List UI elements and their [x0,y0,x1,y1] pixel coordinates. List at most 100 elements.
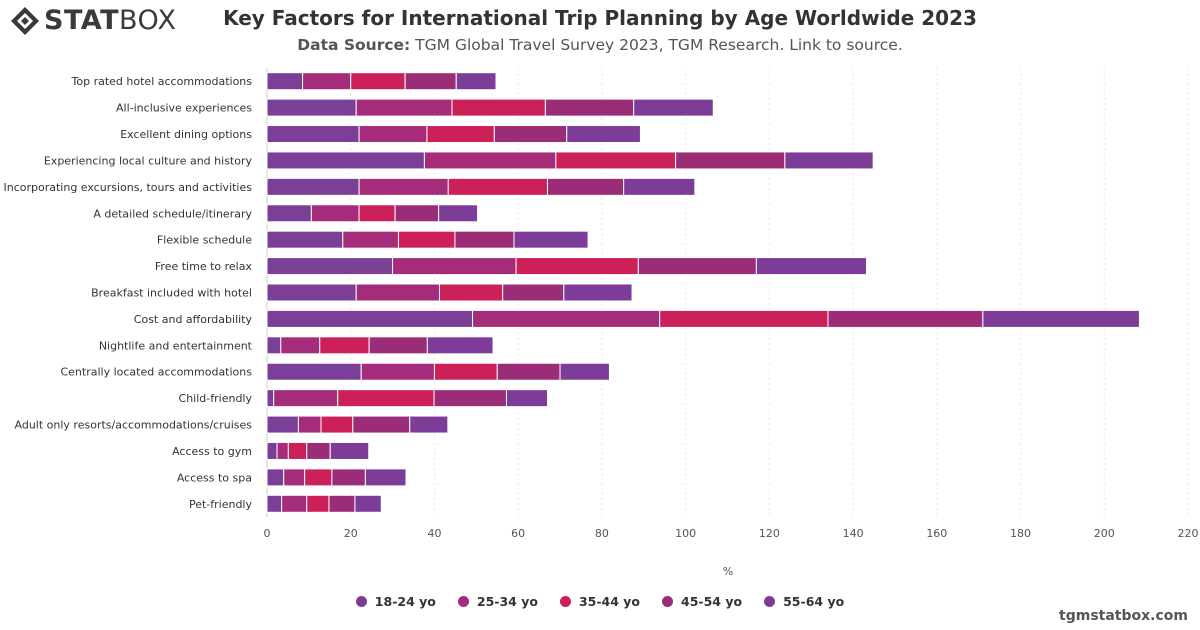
bar-segment-2[interactable] [342,230,399,249]
bar-segment-2[interactable] [283,468,306,487]
category-label: Nightlife and entertainment [99,339,253,352]
bar-segment-5[interactable] [455,72,497,91]
bar-segment-3[interactable] [426,125,495,144]
bar-segment-1[interactable] [266,336,282,355]
bar-segment-1[interactable] [266,230,344,249]
bar-segment-2[interactable] [423,151,557,170]
bar-segment-2[interactable] [280,336,321,355]
bar-segment-4[interactable] [306,441,331,460]
bar-segment-3[interactable] [555,151,677,170]
bar-segment-1[interactable] [266,362,362,381]
bar-segment-3[interactable] [319,336,370,355]
bar-segment-1[interactable] [266,151,425,170]
bar-segment-3[interactable] [350,72,406,91]
bar-segment-4[interactable] [493,125,568,144]
legend-dot-icon [662,596,674,607]
bar-segment-4[interactable] [496,362,561,381]
bar-segment-5[interactable] [633,98,714,117]
bar-segment-2[interactable] [297,415,322,434]
bar-segment-1[interactable] [266,177,360,196]
bar-segment-2[interactable] [472,309,661,328]
bar-segment-2[interactable] [358,177,449,196]
bar-segment-3[interactable] [433,362,498,381]
bar-segment-2[interactable] [310,204,360,223]
bars-layer [266,72,1140,513]
legend-item-1[interactable]: 18-24 yo [355,594,436,609]
bar-segment-1[interactable] [266,441,278,460]
data-source-link[interactable]: TGM Global Travel Survey 2023, TGM Resea… [410,36,903,54]
bar-segment-3[interactable] [320,415,354,434]
bar-segment-3[interactable] [337,389,435,408]
category-label: Experiencing local culture and history [44,154,253,167]
bar-segment-4[interactable] [433,389,507,408]
bar-segment-2[interactable] [276,441,289,460]
bar-segment-5[interactable] [409,415,449,434]
bar-segment-1[interactable] [266,283,357,302]
bar-segment-3[interactable] [515,257,639,276]
bar-segment-2[interactable] [358,125,428,144]
bar-segment-5[interactable] [364,468,407,487]
bar-segment-5[interactable] [755,257,867,276]
bar-segment-5[interactable] [513,230,589,249]
bar-segment-3[interactable] [287,441,308,460]
bar-segment-5[interactable] [563,283,633,302]
bar-segment-5[interactable] [354,494,382,513]
bar-segment-5[interactable] [505,389,548,408]
bar-segment-1[interactable] [266,494,283,513]
bar-segment-2[interactable] [360,362,435,381]
bar-segment-5[interactable] [566,125,641,144]
legend-item-3[interactable]: 35-44 yo [559,594,640,609]
bar-segment-3[interactable] [659,309,829,328]
bar-segment-1[interactable] [266,389,275,408]
bar-segment-5[interactable] [623,177,696,196]
bar-segment-4[interactable] [637,257,757,276]
bar-segment-1[interactable] [266,125,360,144]
bar-segment-4[interactable] [502,283,565,302]
bar-segment-1[interactable] [266,98,357,117]
bar-segment-4[interactable] [675,151,786,170]
bar-segment-4[interactable] [328,494,356,513]
bar-segment-3[interactable] [438,283,504,302]
bar-segment-3[interactable] [306,494,330,513]
bar-segment-4[interactable] [394,204,440,223]
bar-segment-1[interactable] [266,72,304,91]
bar-segment-3[interactable] [358,204,396,223]
bar-segment-4[interactable] [454,230,515,249]
bar-segment-2[interactable] [302,72,352,91]
bar-segment-4[interactable] [544,98,635,117]
legend-item-2[interactable]: 25-34 yo [457,594,538,609]
bar-segment-4[interactable] [368,336,428,355]
bar-segment-1[interactable] [266,309,474,328]
bar-segment-2[interactable] [392,257,517,276]
legend-item-5[interactable]: 55-64 yo [764,594,844,609]
bar-segment-3[interactable] [451,98,546,117]
bar-segment-2[interactable] [355,98,453,117]
category-label: Child-friendly [179,392,253,405]
bar-segment-1[interactable] [266,468,285,487]
bar-segment-4[interactable] [331,468,366,487]
bar-segment-2[interactable] [355,283,440,302]
bar-segment-5[interactable] [982,309,1140,328]
bar-segment-4[interactable] [546,177,625,196]
bar-segment-5[interactable] [784,151,874,170]
bar-segment-1[interactable] [266,204,312,223]
category-label: Adult only resorts/accommodations/cruise… [15,419,253,432]
bar-segment-5[interactable] [329,441,370,460]
category-label: Centrally located accommodations [60,366,252,379]
bar-segment-3[interactable] [447,177,548,196]
bar-segment-1[interactable] [266,415,299,434]
bar-segment-3[interactable] [397,230,456,249]
bar-segment-2[interactable] [281,494,308,513]
footer-site[interactable]: tgmstatbox.com [1059,608,1188,624]
bar-segment-4[interactable] [352,415,411,434]
bar-segment-5[interactable] [426,336,494,355]
bar-segment-5[interactable] [438,204,479,223]
logo[interactable]: STATBOX [10,6,177,36]
bar-segment-3[interactable] [304,468,333,487]
legend-item-4[interactable]: 45-54 yo [662,594,742,609]
bar-segment-2[interactable] [273,389,339,408]
bar-segment-5[interactable] [559,362,610,381]
bar-segment-4[interactable] [404,72,457,91]
bar-segment-1[interactable] [266,257,394,276]
bar-segment-4[interactable] [827,309,984,328]
